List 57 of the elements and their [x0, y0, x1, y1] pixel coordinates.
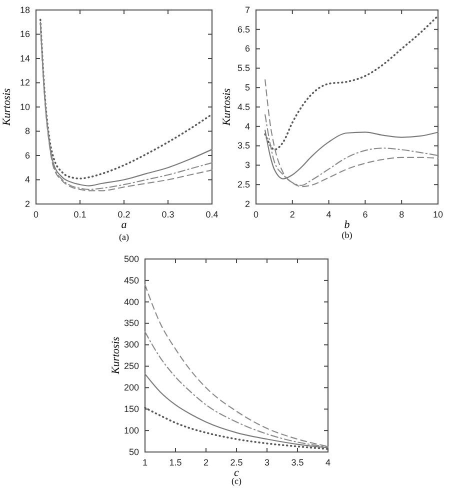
y-tick-label: 5	[244, 82, 250, 92]
y-tick-label: 2.5	[237, 179, 250, 190]
y-tick-label: 14	[20, 53, 30, 64]
x-tick-label: 8	[399, 209, 404, 220]
x-tick-label: 0.1	[74, 209, 86, 220]
y-tick-label: 6.5	[237, 24, 250, 34]
y-tick-label: 500	[124, 254, 139, 264]
x-tick-label: 0.4	[206, 209, 218, 220]
x-tick-label: 2.5	[230, 457, 243, 468]
x-tick-label: 2	[203, 457, 209, 468]
y-tick-label: 3	[244, 160, 250, 170]
text: (b)	[342, 230, 352, 240]
y-tick-label: 350	[124, 318, 139, 328]
x-tick-label: 3	[264, 457, 270, 468]
y-axis-title: Kurtosis	[110, 336, 122, 376]
y-tick-label: 18	[20, 4, 30, 15]
y-tick-label: 400	[124, 296, 139, 307]
text: (c)	[232, 476, 242, 486]
y-tick-label: 2	[244, 198, 250, 209]
x-tick-label: 3.5	[291, 457, 304, 468]
x-tick-label: 0	[253, 209, 259, 220]
y-tick-label: 50	[128, 446, 139, 457]
y-tick-label: 4.5	[237, 102, 250, 112]
x-tick-label: 1	[142, 457, 148, 468]
y-tick-label: 100	[124, 425, 139, 436]
y-tick-label: 2	[24, 198, 30, 209]
y-tick-label: 4	[24, 174, 30, 185]
y-axis-title: Kurtosis	[221, 88, 233, 127]
y-tick-label: 12	[20, 78, 30, 88]
x-tick-label: 2	[290, 209, 295, 220]
y-tick-label: 450	[124, 275, 139, 286]
y-axis-title: Kurtosis	[1, 88, 13, 127]
x-tick-label: 0.2	[118, 209, 130, 220]
y-tick-label: 5.5	[237, 63, 250, 74]
y-tick-label: 10	[20, 102, 30, 112]
text: (a)	[119, 232, 129, 242]
y-tick-label: 200	[124, 382, 139, 393]
x-axis-title: a	[121, 219, 128, 231]
x-tick-label: 10	[432, 209, 444, 220]
y-tick-label: 150	[124, 404, 139, 414]
y-tick-label: 4	[244, 121, 250, 132]
y-tick-label: 300	[124, 340, 139, 350]
x-axis-title: c	[234, 467, 240, 479]
y-tick-label: 16	[20, 29, 30, 40]
x-tick-label: 4	[326, 209, 332, 220]
y-tick-label: 6	[24, 150, 30, 160]
y-tick-label: 3.5	[237, 140, 250, 151]
x-tick-label: 0	[33, 209, 39, 220]
y-tick-label: 8	[24, 126, 30, 136]
x-tick-label: 6	[362, 209, 368, 220]
y-tick-label: 250	[124, 361, 139, 372]
y-tick-label: 7	[244, 4, 250, 15]
y-tick-label: 6	[244, 44, 250, 54]
x-tick-label: 4	[325, 457, 331, 468]
x-axis-title: b	[344, 219, 350, 231]
x-tick-label: 1.5	[169, 457, 182, 468]
x-tick-label: 0.3	[162, 209, 174, 220]
